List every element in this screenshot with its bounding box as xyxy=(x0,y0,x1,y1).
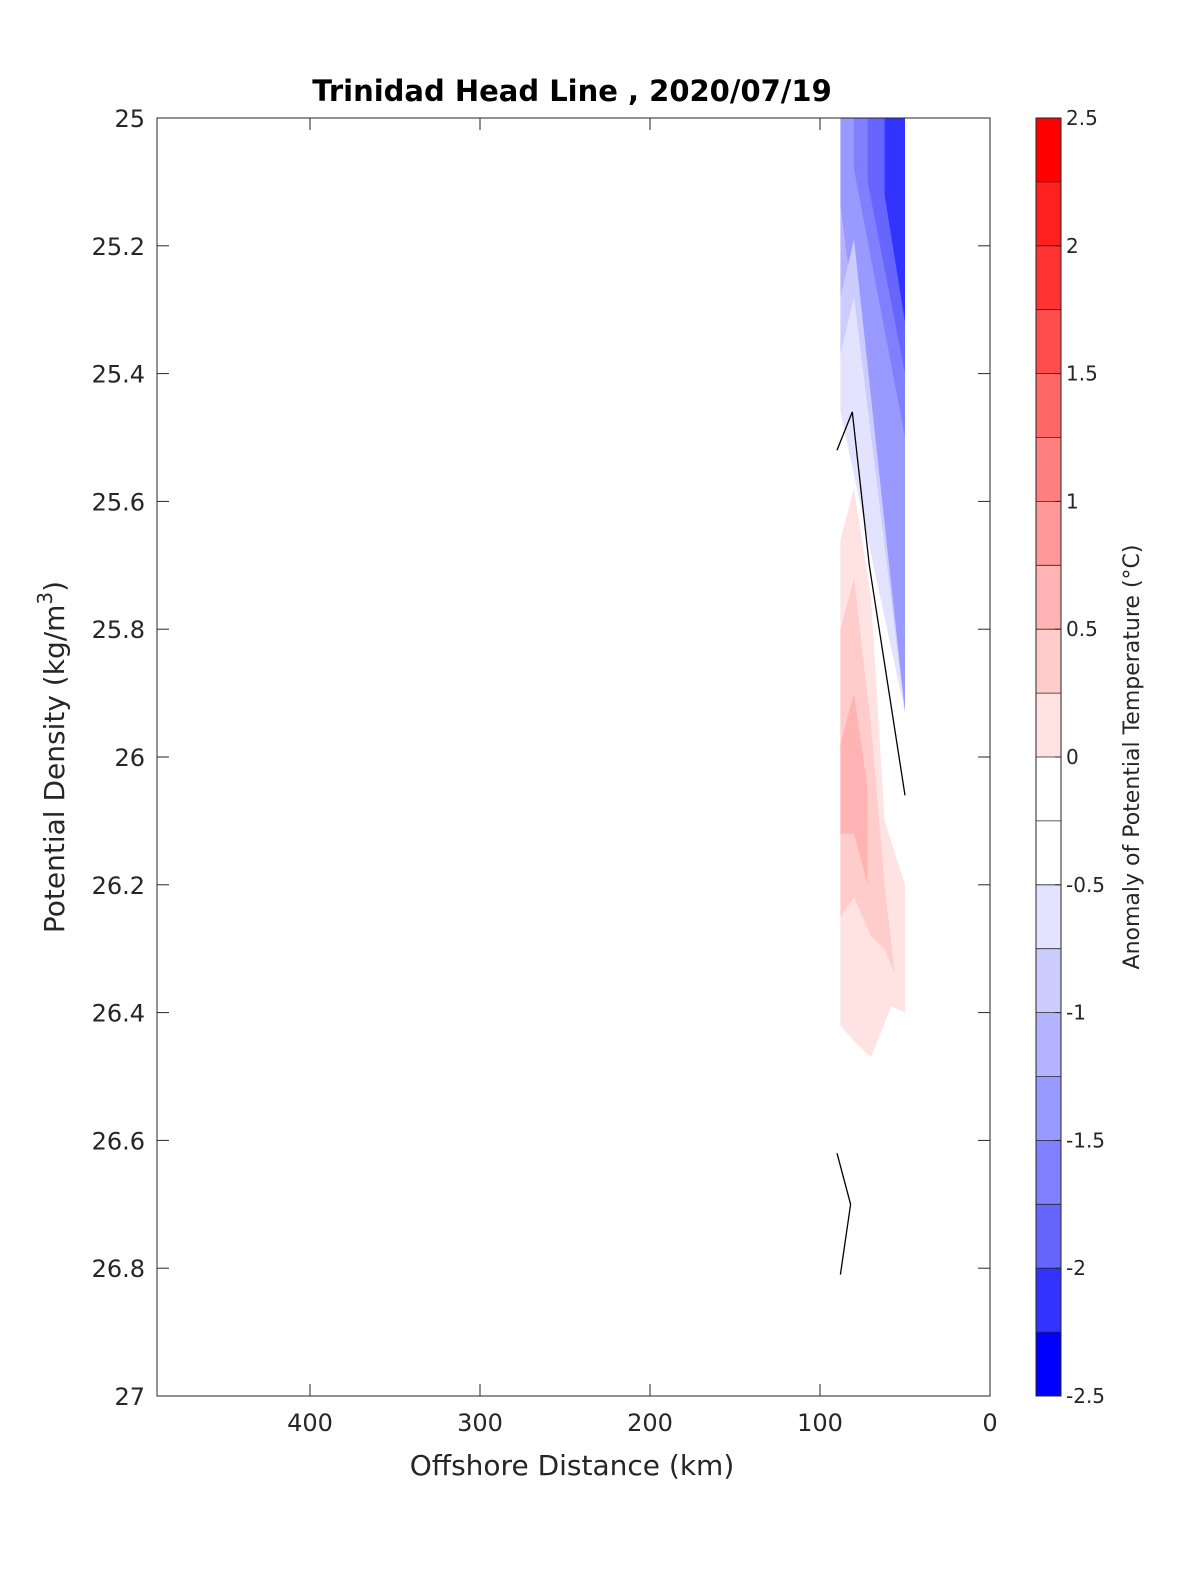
colorbar-tick-label: -0.5 xyxy=(1066,873,1105,897)
y-tick-label: 26.4 xyxy=(92,1000,145,1028)
axis-ticks: 400 300 200 100 0 25 25.2 25.4 25.6 25.8 26 26.2 26.… xyxy=(92,105,998,1437)
colorbar-segment xyxy=(1036,1076,1061,1141)
colorbar-tick-label: 2.5 xyxy=(1066,106,1098,130)
y-tick-label: 25.4 xyxy=(92,361,145,389)
y-tick-label: 25.8 xyxy=(92,616,145,644)
colorbar-segment xyxy=(1036,1204,1061,1269)
colorbar-segment xyxy=(1036,245,1061,311)
contour-region-9 xyxy=(840,693,868,885)
colorbar-segment xyxy=(1036,181,1061,247)
y-axis-title-main: Potential Density (kg/m xyxy=(38,605,71,934)
y-tick-label: 26 xyxy=(114,744,145,772)
y-tick-label: 26.8 xyxy=(92,1255,145,1283)
colorbar-segment xyxy=(1036,948,1061,1014)
y-tick-label: 25 xyxy=(114,105,145,133)
zero-contour-layer xyxy=(836,411,906,1275)
colorbar-segment xyxy=(1036,757,1061,822)
colorbar-segment xyxy=(1036,1268,1061,1333)
colorbar-segment xyxy=(1036,373,1061,438)
y-tick-label: 27 xyxy=(114,1383,145,1411)
colorbar-segment xyxy=(1036,1012,1061,1077)
colorbar-tick-label: -2.5 xyxy=(1066,1384,1105,1408)
colorbar-segment xyxy=(1036,820,1061,886)
zero-contour-line-0 xyxy=(836,411,906,796)
colorbar: 2.5 2 1.5 1 0.5 0 -0.5 -1 -1.5 -2 -2.5 xyxy=(1035,106,1105,1408)
colorbar-segment xyxy=(1036,1140,1061,1205)
y-axis-title: Potential Density (kg/m3) xyxy=(33,581,71,933)
colorbar-segment xyxy=(1036,884,1061,950)
x-axis-title: Offshore Distance (km) xyxy=(410,1449,735,1482)
colorbar-segment xyxy=(1036,693,1061,758)
contour-region-6 xyxy=(884,118,905,323)
colorbar-tick-label: 1 xyxy=(1066,489,1079,513)
colorbar-segment xyxy=(1036,629,1061,694)
y-axis-title-close: ) xyxy=(38,581,71,592)
colorbar-tick-label: 0 xyxy=(1066,745,1079,769)
colorbar-tick-label: 1.5 xyxy=(1066,362,1098,386)
contour-region-3 xyxy=(840,296,905,713)
contour-region-8 xyxy=(840,578,895,975)
x-tick-label: 200 xyxy=(627,1409,673,1437)
zero-contour-line-1 xyxy=(836,1153,852,1275)
contour-layer xyxy=(840,118,905,1058)
colorbar-segment xyxy=(1036,437,1061,502)
x-tick-label: 400 xyxy=(287,1409,333,1437)
colorbar-segment xyxy=(1036,309,1061,375)
colorbar-tick-label: 0.5 xyxy=(1066,617,1098,641)
x-tick-label: 0 xyxy=(982,1409,997,1437)
y-tick-label: 25.6 xyxy=(92,488,145,516)
y-tick-label: 26.2 xyxy=(92,872,145,900)
colorbar-segment xyxy=(1036,118,1061,183)
chart-title: Trinidad Head Line , 2020/07/19 xyxy=(312,74,832,108)
y-tick-label: 25.2 xyxy=(92,233,145,261)
colorbar-tick-label: -1.5 xyxy=(1066,1128,1105,1152)
colorbar-segment xyxy=(1036,501,1061,566)
colorbar-title: Anomaly of Potential Temperature (°C) xyxy=(1120,545,1145,970)
x-tick-label: 100 xyxy=(797,1409,843,1437)
colorbar-tick-label: -2 xyxy=(1066,1256,1086,1280)
x-tick-label: 300 xyxy=(457,1409,503,1437)
colorbar-tick-label: -1 xyxy=(1066,1001,1086,1025)
y-axis-title-sup: 3 xyxy=(33,592,57,605)
colorbar-segment xyxy=(1036,1332,1061,1397)
y-tick-label: 26.6 xyxy=(92,1127,145,1155)
colorbar-tick-label: 2 xyxy=(1066,234,1079,258)
colorbar-segment xyxy=(1036,565,1061,630)
